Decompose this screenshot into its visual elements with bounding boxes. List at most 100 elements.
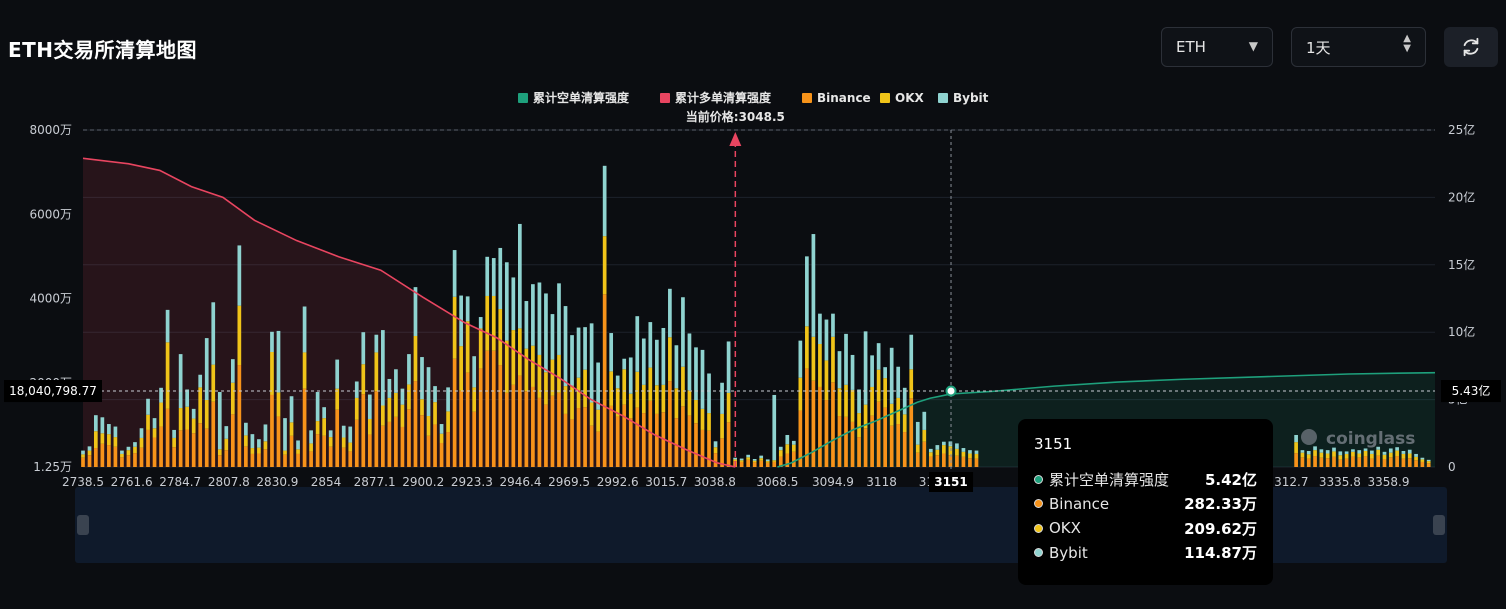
bar-bybit xyxy=(850,354,855,390)
bar-binance xyxy=(315,434,320,467)
bar-bybit xyxy=(172,429,176,438)
bar-bybit xyxy=(922,411,927,430)
bar-bybit xyxy=(739,458,744,461)
bar-okx xyxy=(459,346,463,391)
bar-binance xyxy=(302,388,307,467)
bar-binance xyxy=(400,426,405,467)
bar-bybit xyxy=(974,450,979,454)
bar-bybit xyxy=(583,327,587,370)
bar-okx xyxy=(681,366,685,407)
bar-binance xyxy=(694,423,698,467)
bar-binance xyxy=(178,430,183,467)
bar-bybit xyxy=(328,430,333,438)
zoom-handle-left-icon[interactable] xyxy=(77,515,89,535)
y-left-tick-label: 1.25万 xyxy=(33,460,72,474)
bar-bybit xyxy=(244,422,248,436)
bar-binance xyxy=(615,416,620,467)
bar-binance xyxy=(387,421,392,467)
bar-bybit xyxy=(185,389,190,407)
bar-binance xyxy=(765,462,770,467)
bar-okx xyxy=(407,384,411,410)
bar-binance xyxy=(1376,455,1381,467)
bar-binance xyxy=(394,416,398,467)
bar-binance xyxy=(635,407,640,467)
bar-bybit xyxy=(139,428,144,438)
legend-swatch xyxy=(518,93,528,103)
bar-binance xyxy=(250,453,255,467)
bar-binance xyxy=(504,392,509,467)
bar-binance xyxy=(498,365,503,467)
refresh-button[interactable] xyxy=(1444,27,1498,67)
bar-bybit xyxy=(452,250,457,297)
x-tick-label: 2946.4 xyxy=(499,475,541,489)
bar-binance xyxy=(165,408,170,467)
bar-bybit xyxy=(870,355,874,387)
bar-okx xyxy=(915,444,920,453)
bar-binance xyxy=(707,430,711,467)
bar-bybit xyxy=(805,256,809,327)
bar-bybit xyxy=(700,349,705,409)
bar-bybit xyxy=(942,441,946,446)
bar-bybit xyxy=(257,439,261,448)
bar-binance xyxy=(335,409,340,467)
bar-binance xyxy=(857,437,861,467)
bar-bybit xyxy=(81,450,85,455)
bar-okx xyxy=(1357,453,1362,458)
bar-okx xyxy=(152,428,157,438)
bar-okx xyxy=(1414,456,1418,461)
period-select[interactable]: 1天 ▲ ▼ xyxy=(1291,27,1426,67)
bar-bybit xyxy=(250,434,255,449)
bar-okx xyxy=(387,397,392,422)
bar-okx xyxy=(889,403,894,426)
bar-okx xyxy=(648,367,653,401)
bar-bybit xyxy=(276,330,281,393)
bar-bybit xyxy=(948,441,953,447)
bar-okx xyxy=(844,384,848,417)
bar-okx xyxy=(394,392,398,417)
bar-okx xyxy=(1313,450,1317,457)
legend-item-2: Binance xyxy=(817,91,871,105)
bar-okx xyxy=(928,452,933,457)
bar-okx xyxy=(1300,452,1305,458)
coin-select[interactable]: ETH ▼ xyxy=(1161,27,1273,67)
watermark-logo: coinglass xyxy=(1326,429,1415,449)
bar-okx xyxy=(850,389,855,422)
bar-bybit xyxy=(335,359,340,389)
bar-binance xyxy=(152,437,157,467)
bar-bybit xyxy=(1344,451,1349,454)
bar-okx xyxy=(1351,451,1355,457)
bar-binance xyxy=(133,453,137,467)
bar-okx xyxy=(544,372,548,405)
bar-okx xyxy=(576,377,581,409)
bar-okx xyxy=(465,321,470,373)
bar-binance xyxy=(354,419,359,467)
bar-okx xyxy=(596,409,600,432)
bar-bybit xyxy=(263,424,268,442)
bar-okx xyxy=(302,352,307,389)
x-tick-label: 3335.8 xyxy=(1319,475,1361,489)
bar-binance xyxy=(478,368,483,467)
x-tick-label: 3358.9 xyxy=(1367,475,1409,489)
bar-binance xyxy=(902,432,907,467)
bar-binance xyxy=(1313,456,1317,467)
bar-okx xyxy=(146,414,150,430)
bar-bybit xyxy=(726,341,731,393)
bar-binance xyxy=(942,453,946,467)
x-tick-label: 2807.8 xyxy=(208,475,250,489)
chart-tooltip: 3151 累计空单清算强度 5.42亿 Binance 282.33万 OKX 209.6… xyxy=(1018,419,1273,585)
bar-okx xyxy=(426,416,431,436)
bar-okx xyxy=(1325,453,1330,459)
bar-okx xyxy=(276,392,281,417)
bar-bybit xyxy=(289,396,294,423)
tooltip-row: Binance 282.33万 xyxy=(1034,492,1257,517)
crosshair-left-label-bg xyxy=(4,380,102,403)
bar-binance xyxy=(452,358,457,467)
bar-bybit xyxy=(609,333,614,372)
bar-bybit xyxy=(798,340,803,378)
bar-binance xyxy=(407,409,411,467)
zoom-handle-right-icon[interactable] xyxy=(1433,515,1445,535)
bar-okx xyxy=(622,369,627,405)
bar-binance xyxy=(876,401,881,467)
bar-binance xyxy=(785,453,790,467)
